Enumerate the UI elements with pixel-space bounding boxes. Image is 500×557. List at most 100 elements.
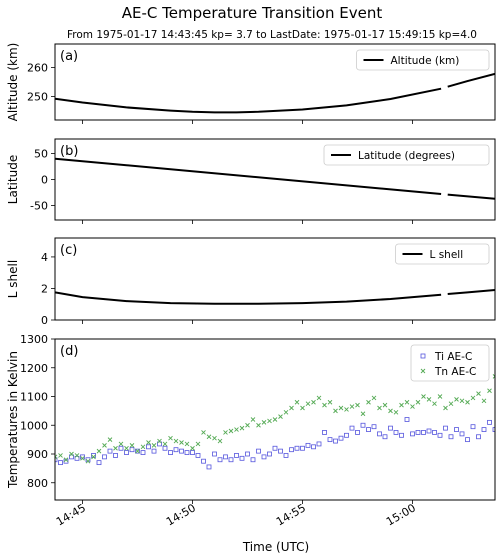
tn-point	[217, 438, 223, 444]
y-axis-label: Latitude	[6, 155, 20, 204]
legend: Latitude (degrees)	[323, 144, 490, 166]
tn-point	[465, 399, 470, 405]
tn-point	[228, 428, 234, 434]
ti-point	[377, 431, 382, 437]
tn-point	[470, 395, 476, 401]
ti-point	[69, 454, 74, 460]
axes-frame	[54, 43, 496, 121]
tn-point	[448, 401, 454, 407]
plot-area	[55, 374, 495, 470]
tn-point	[360, 411, 366, 417]
y-tick-label: 900	[27, 448, 48, 461]
ti-point	[393, 430, 399, 435]
axes-frame	[54, 237, 496, 321]
ti-point	[223, 454, 228, 460]
y-tick-label: 800	[27, 477, 48, 490]
tn-point	[289, 405, 294, 411]
tn-point	[234, 427, 239, 432]
y-tick-label: 1000	[20, 419, 48, 432]
tn-point	[492, 374, 495, 379]
tn-point	[410, 404, 415, 409]
ti-point	[212, 451, 217, 457]
tn-point	[239, 425, 245, 431]
tn-point	[85, 458, 91, 464]
panel-label: (d)	[60, 344, 78, 359]
ti-point	[201, 458, 206, 464]
ti-point	[448, 434, 454, 440]
panel-label: (a)	[60, 49, 78, 64]
series-line	[447, 193, 495, 200]
plot-area	[55, 157, 495, 200]
ti-point	[195, 453, 201, 458]
ti-point	[272, 445, 278, 451]
tn-point	[179, 440, 184, 445]
panel-label: (c)	[60, 243, 77, 258]
ti-point	[382, 434, 388, 440]
ti-point	[157, 441, 162, 447]
x-tick-label: 14:45	[54, 501, 88, 528]
ti-point	[404, 417, 410, 422]
tn-point	[377, 405, 382, 411]
tn-point	[63, 457, 69, 463]
series-line	[55, 87, 442, 114]
ti-point	[140, 450, 146, 455]
legend-box	[323, 144, 490, 166]
ti-point	[74, 455, 80, 461]
tn-point	[322, 402, 327, 408]
tn-point	[190, 445, 195, 451]
tn-point	[206, 434, 212, 440]
tn-point	[55, 454, 58, 460]
legend-box	[356, 49, 490, 71]
y-tick-label: -50	[30, 199, 48, 212]
y-axis-label: Altitude (km)	[6, 43, 20, 122]
plot-area	[55, 72, 495, 114]
tn-point	[421, 394, 426, 399]
tn-point	[338, 405, 344, 411]
tn-point	[124, 445, 129, 451]
tn-point	[481, 398, 487, 404]
tn-point	[487, 388, 492, 394]
ti-point	[327, 437, 333, 443]
panel-1: 250 260 Altitude (km) (a) Altitude (km)	[6, 43, 496, 124]
series-line	[55, 291, 442, 305]
ti-point	[454, 427, 459, 432]
ti-point	[415, 430, 421, 435]
tn-point	[355, 402, 360, 408]
tn-point	[426, 397, 432, 402]
figure-subtitle: From 1975-01-17 14:43:45 kp= 3.7 to Last…	[67, 29, 477, 41]
y-tick-label: 1100	[20, 391, 48, 404]
tn-point	[283, 409, 289, 415]
tn-point	[151, 443, 157, 448]
panel-2: -50 0 50 Latitude (b) Latitude (degrees)	[6, 138, 496, 224]
ti-point	[102, 454, 107, 460]
tn-point	[184, 441, 190, 447]
ti-point	[190, 450, 195, 455]
ti-point	[250, 457, 256, 463]
ti-point	[360, 422, 366, 428]
tn-point	[250, 417, 256, 422]
tn-point	[267, 418, 272, 424]
tn-point	[333, 408, 338, 414]
x-tick-label: 14:50	[164, 501, 198, 528]
tn-point	[118, 441, 124, 447]
ti-point	[58, 460, 63, 466]
tn-point	[476, 391, 481, 396]
tn-point	[404, 399, 410, 405]
tn-point	[305, 401, 311, 407]
y-tick-label: 260	[27, 61, 48, 74]
tn-point	[443, 405, 448, 411]
tn-point	[261, 420, 267, 425]
ti-point	[459, 431, 465, 437]
tn-point	[371, 395, 377, 401]
tn-point	[432, 401, 437, 407]
tn-point	[278, 414, 283, 419]
ti-point	[113, 453, 118, 458]
legend-label: L shell	[430, 249, 464, 261]
ti-point	[300, 445, 305, 451]
x-tick-label: 15:00	[384, 501, 418, 528]
tn-point	[399, 402, 404, 408]
ti-point	[118, 445, 124, 451]
ti-point	[256, 448, 261, 454]
ti-point	[96, 460, 102, 466]
legend-marker	[420, 353, 426, 359]
